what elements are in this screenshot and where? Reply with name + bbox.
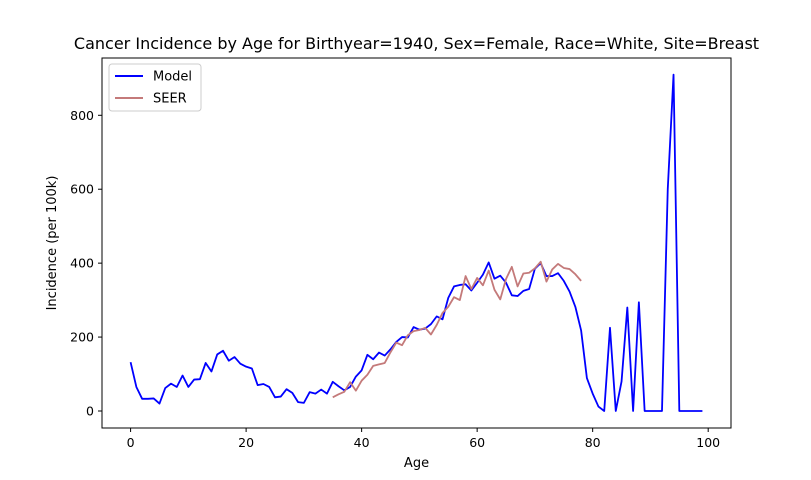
- x-tick-label: 80: [585, 435, 601, 450]
- x-tick-label: 20: [238, 435, 254, 450]
- x-tick-label: 40: [354, 435, 370, 450]
- y-tick-label: 400: [70, 256, 94, 271]
- x-axis-label: Age: [404, 456, 429, 471]
- legend-label-seer: SEER: [153, 92, 187, 107]
- series-line-seer: [332, 260, 582, 399]
- y-tick-label: 200: [70, 330, 94, 345]
- axes-frame: [101, 57, 732, 429]
- y-tick-label: 800: [70, 108, 94, 123]
- plot-area: [129, 73, 703, 412]
- x-tick-label: 0: [127, 435, 135, 450]
- y-tick-label: 0: [86, 403, 94, 418]
- legend-label-model: Model: [153, 70, 192, 85]
- legend: Model SEER: [108, 63, 202, 112]
- x-tick-label: 100: [696, 435, 720, 450]
- chart-title: Cancer Incidence by Age for Birthyear=19…: [74, 34, 759, 53]
- y-axis-label: Incidence (per 100k): [45, 176, 60, 311]
- y-tick-label: 600: [70, 182, 94, 197]
- y-axis-ticks: 0 200 400 600 800: [70, 108, 102, 418]
- series-line-model: [129, 73, 703, 412]
- x-tick-label: 60: [469, 435, 485, 450]
- x-axis-ticks: 0 20 40 60 80 100: [127, 428, 720, 450]
